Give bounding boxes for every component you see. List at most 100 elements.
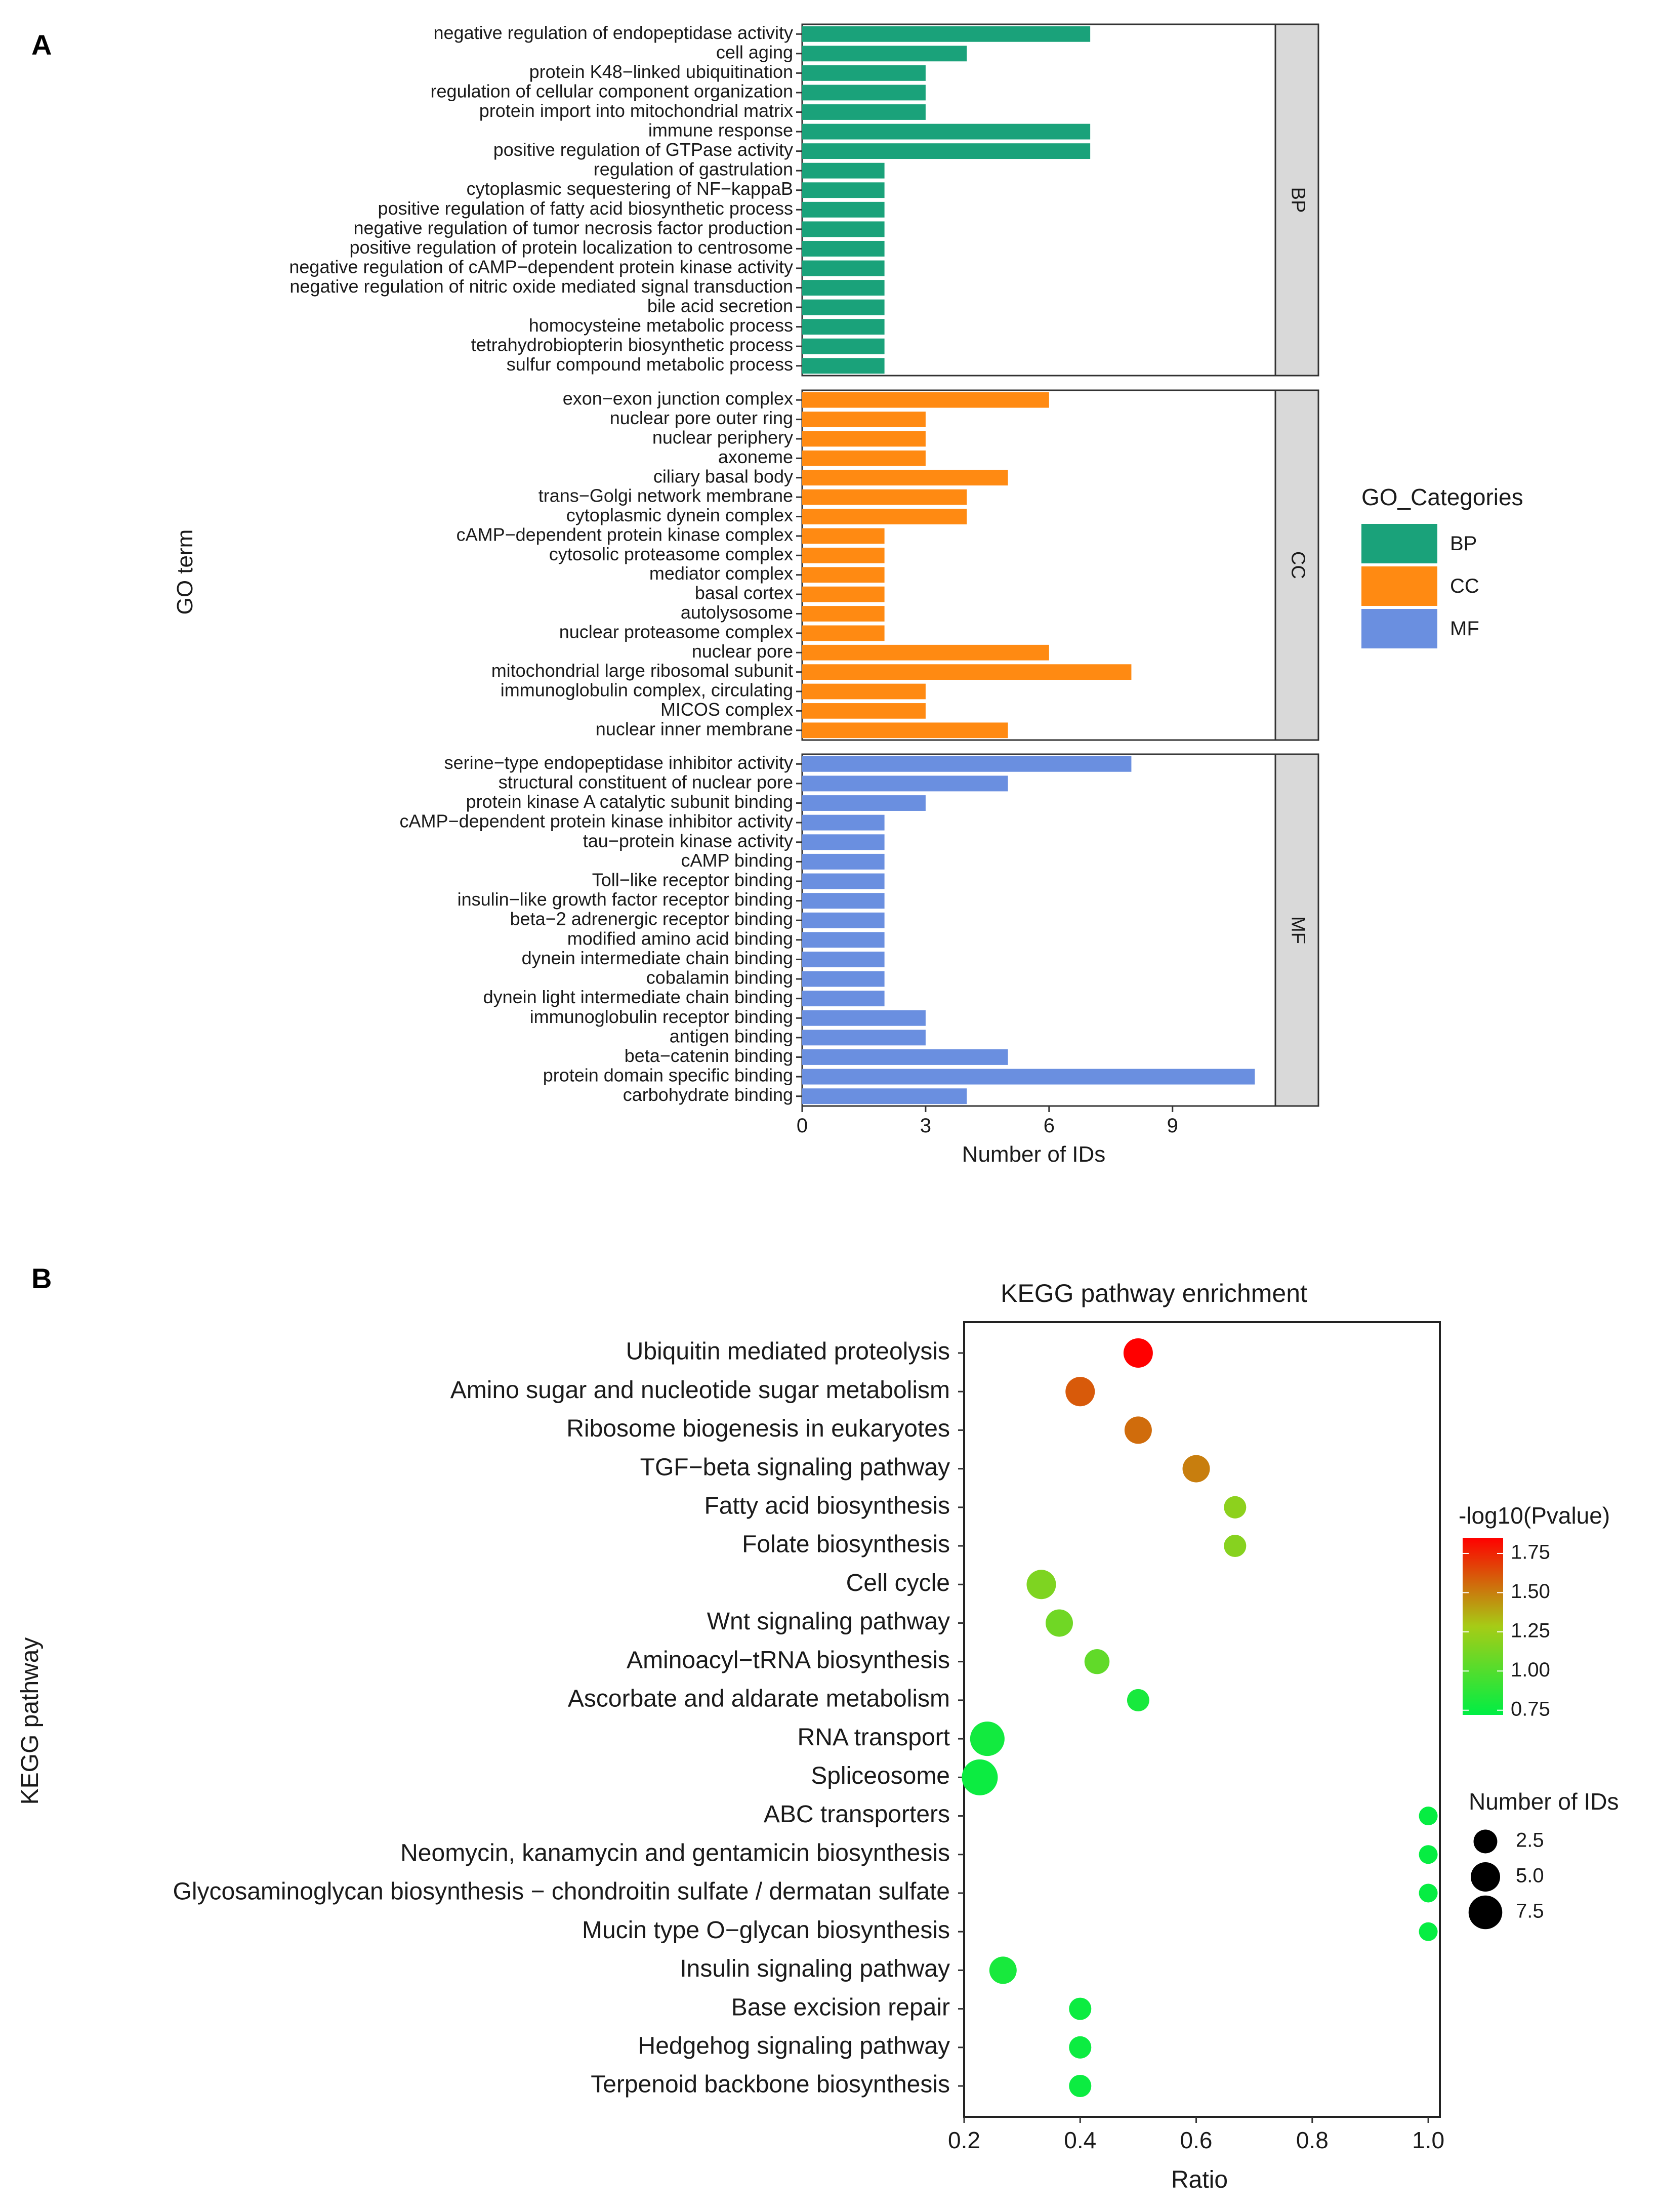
go-bar — [802, 182, 885, 198]
kegg-size-legend-title: Number of IDs — [1469, 1788, 1619, 1815]
kegg-point — [1069, 1997, 1092, 2020]
go-bar — [802, 644, 1049, 661]
go-term-label: negative regulation of cAMP−dependent pr… — [289, 256, 793, 277]
go-bar — [802, 358, 885, 374]
go-bar — [802, 853, 885, 870]
go-term-label: cAMP−dependent protein kinase inhibitor … — [400, 811, 793, 832]
go-bar — [802, 775, 1008, 792]
kegg-size-legend-dot — [1473, 1829, 1498, 1854]
go-term-label: cAMP−dependent protein kinase complex — [457, 524, 793, 545]
go-legend-swatch-BP — [1361, 524, 1437, 563]
kegg-point — [1419, 1922, 1438, 1941]
kegg-x-tick-label: 0.6 — [1180, 2127, 1213, 2153]
go-x-axis-title: Number of IDs — [962, 1142, 1106, 1167]
kegg-pathway-label: RNA transport — [798, 1724, 950, 1751]
go-bar — [802, 509, 967, 524]
kegg-point — [1224, 1496, 1247, 1519]
kegg-point — [1069, 2036, 1092, 2059]
go-bar — [802, 703, 926, 719]
go-bar — [802, 1030, 926, 1046]
go-bar — [802, 280, 885, 296]
go-term-label: immunoglobulin complex, circulating — [501, 680, 793, 701]
go-facet-strip-CC — [1274, 389, 1319, 741]
go-term-label: nuclear periphery — [652, 427, 793, 447]
kegg-point — [1127, 1689, 1149, 1711]
go-term-label: protein import into mitochondrial matrix — [479, 100, 793, 121]
kegg-pathway-label: Spliceosome — [811, 1763, 950, 1789]
kegg-pathway-label: Amino sugar and nucleotide sugar metabol… — [450, 1377, 950, 1404]
go-bar — [802, 683, 926, 700]
go-term-label: homocysteine metabolic process — [529, 315, 793, 336]
kegg-color-tick-label: 1.00 — [1511, 1659, 1550, 1681]
kegg-pathway-label: Ubiquitin mediated proteolysis — [626, 1338, 950, 1365]
go-term-label: tau−protein kinase activity — [583, 830, 793, 851]
go-term-label: nuclear pore outer ring — [610, 407, 793, 428]
go-bar — [802, 124, 1091, 140]
go-legend-label: CC — [1450, 575, 1479, 597]
go-legend-title: GO_Categories — [1361, 484, 1523, 510]
go-term-label: cobalamin binding — [646, 967, 793, 988]
go-term-label: regulation of cellular component organiz… — [431, 80, 793, 101]
kegg-x-tick-label: 0.4 — [1064, 2127, 1096, 2153]
go-bar — [802, 756, 1132, 772]
kegg-pathway-label: Wnt signaling pathway — [707, 1608, 950, 1635]
kegg-color-legend-title: -log10(Pvalue) — [1459, 1502, 1610, 1529]
go-term-label: autolysosome — [681, 602, 793, 623]
go-bar — [802, 606, 885, 622]
go-bar — [802, 470, 1008, 486]
go-facet-strip-label: BP — [1287, 187, 1308, 213]
go-bar — [802, 260, 885, 276]
kegg-pathway-label: Aminoacyl−tRNA biosynthesis — [627, 1647, 950, 1673]
go-bar — [802, 547, 885, 563]
kegg-x-tick-label: 0.2 — [948, 2127, 980, 2153]
go-legend-swatch-CC — [1361, 566, 1437, 606]
go-facet-panel-CC — [801, 389, 1276, 741]
go-bar — [802, 65, 926, 81]
go-term-label: exon−exon junction complex — [563, 388, 793, 409]
kegg-point — [1065, 1377, 1095, 1407]
go-term-label: negative regulation of tumor necrosis fa… — [354, 217, 793, 238]
go-term-label: negative regulation of nitric oxide medi… — [289, 276, 793, 297]
go-bar — [802, 991, 885, 1007]
go-term-label: nuclear proteasome complex — [559, 621, 793, 642]
go-term-label: immune response — [648, 120, 793, 141]
kegg-pathway-label: Fatty acid biosynthesis — [704, 1492, 950, 1519]
go-bar — [802, 664, 1132, 680]
go-x-tick-label: 3 — [920, 1115, 931, 1137]
go-term-label: cytoplasmic sequestering of NF−kappaB — [467, 178, 793, 199]
go-facet-panel-MF — [801, 753, 1276, 1107]
kegg-pathway-label: Mucin type O−glycan biosynthesis — [582, 1917, 950, 1944]
go-term-label: protein domain specific binding — [543, 1065, 793, 1086]
go-bar-chart: BP negative regulation of endopeptidase a… — [173, 22, 1523, 1167]
kegg-pathway-label: Base excision repair — [731, 1994, 950, 2021]
go-legend-label: MF — [1450, 618, 1479, 640]
go-bar — [802, 392, 1049, 408]
kegg-plot-area — [963, 1321, 1441, 2118]
kegg-dot-plot: KEGG pathway enrichment Ubiquitin mediate… — [17, 1279, 1619, 2193]
go-bar — [802, 1049, 1008, 1065]
go-bar — [802, 46, 967, 62]
panel-a-label: A — [31, 29, 52, 61]
go-bar — [802, 795, 926, 811]
go-term-label: carbohydrate binding — [623, 1084, 793, 1105]
kegg-x-axis-title: Ratio — [1171, 2166, 1228, 2193]
go-bar — [802, 489, 967, 505]
go-term-label: beta−catenin binding — [625, 1045, 793, 1066]
go-bar — [802, 299, 885, 315]
go-bar — [802, 567, 885, 583]
kegg-point — [1084, 1649, 1110, 1674]
go-term-label: serine−type endopeptidase inhibitor acti… — [444, 752, 793, 773]
go-bar — [802, 625, 885, 641]
go-bar — [802, 722, 1008, 739]
go-bar — [802, 893, 885, 909]
kegg-color-tick-label: 1.75 — [1511, 1541, 1550, 1564]
go-term-label: Toll−like receptor binding — [592, 869, 793, 890]
kegg-size-legend-label: 7.5 — [1516, 1900, 1544, 1922]
go-facet-panel-BP — [801, 23, 1276, 377]
kegg-pathway-label: Folate biosynthesis — [742, 1531, 950, 1558]
go-facet-strip-BP — [1274, 23, 1319, 377]
go-bar — [802, 951, 885, 967]
go-bar — [802, 1010, 926, 1026]
go-bar — [802, 85, 926, 101]
kegg-pathway-label: Glycosaminoglycan biosynthesis − chondro… — [173, 1878, 950, 1905]
